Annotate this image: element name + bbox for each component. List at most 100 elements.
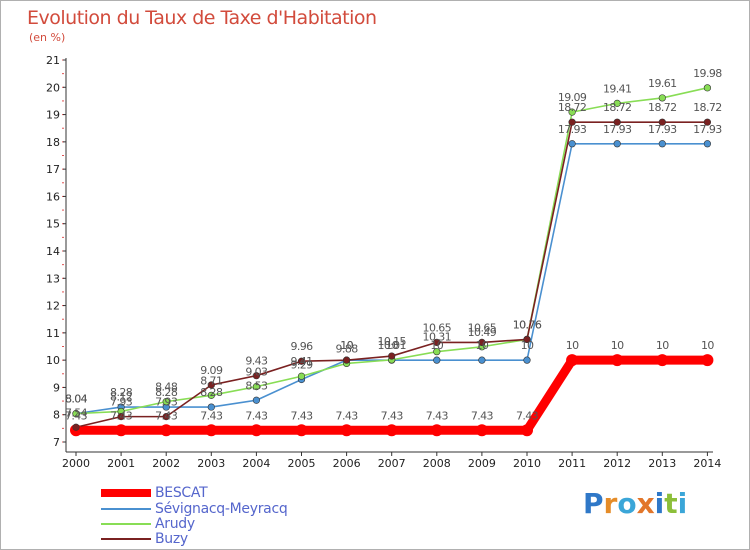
legend-item-arudy: Arudy bbox=[101, 516, 195, 532]
data-label-bescat: 10 bbox=[611, 339, 624, 352]
data-label-bescat: 7.43 bbox=[155, 409, 178, 422]
data-point-bescat bbox=[205, 424, 218, 437]
data-label-bescat: 7.43 bbox=[290, 409, 313, 422]
data-label-bescat: 7.43 bbox=[471, 409, 494, 422]
data-point-buzy bbox=[297, 357, 306, 365]
legend-item-buzy: Buzy bbox=[101, 531, 188, 547]
x-tick-label: 2005 bbox=[288, 457, 316, 470]
data-point-bescat bbox=[115, 424, 128, 437]
data-point-arudy bbox=[297, 372, 306, 380]
x-tick-label: 2008 bbox=[423, 457, 451, 470]
x-tick-label: 2012 bbox=[603, 457, 631, 470]
data-point-buzy bbox=[568, 118, 576, 126]
data-label-buzy: 18.72 bbox=[558, 101, 587, 114]
data-point-sevignacq-meyracq bbox=[252, 396, 260, 404]
data-label-bescat: 7.43 bbox=[381, 409, 404, 422]
data-point-bescat bbox=[701, 354, 714, 367]
data-label-arudy: 10.76 bbox=[513, 318, 542, 331]
data-label-buzy: 7.93 bbox=[110, 396, 133, 409]
x-tick-label: 2000 bbox=[62, 457, 90, 470]
legend-swatch-bescat bbox=[101, 489, 151, 497]
data-point-bescat bbox=[250, 424, 263, 437]
chart-title: Evolution du Taux de Taxe d'Habitation bbox=[27, 7, 377, 29]
data-point-arudy bbox=[568, 108, 576, 116]
data-point-arudy bbox=[433, 348, 441, 356]
data-point-arudy bbox=[613, 99, 621, 107]
data-point-buzy bbox=[388, 352, 396, 360]
data-label-sevignacq-meyracq: 8.28 bbox=[200, 386, 223, 399]
data-label-bescat: 7.43 bbox=[426, 409, 449, 422]
y-tick-label: 16 bbox=[46, 190, 60, 203]
line-chart: 7 8 9 10 11 12 13 14 15 16 17 18 19 20 21 2000 2001 2002 2… bbox=[46, 54, 723, 470]
data-point-buzy bbox=[207, 381, 215, 389]
y-tick-label: 7 bbox=[53, 436, 60, 449]
data-point-bescat bbox=[160, 424, 173, 437]
data-point-bescat bbox=[385, 424, 398, 437]
data-point-bescat bbox=[611, 354, 624, 367]
data-label-buzy: 9.43 bbox=[245, 355, 268, 368]
data-label-buzy: 7.54 bbox=[65, 406, 88, 419]
x-tick-label: 2013 bbox=[648, 457, 676, 470]
data-point-sevignacq-meyracq bbox=[433, 356, 441, 364]
data-label-arudy: 8.12 bbox=[110, 390, 132, 403]
data-label-sevignacq-meyracq: 17.93 bbox=[693, 123, 722, 136]
proxiti-logo: Proxiti bbox=[583, 487, 688, 520]
x-tick-label: 2002 bbox=[152, 457, 180, 470]
data-label-sevignacq-meyracq: 8.28 bbox=[110, 386, 133, 399]
x-tick-label: 2006 bbox=[333, 457, 361, 470]
data-point-arudy bbox=[207, 391, 215, 399]
y-tick-label: 17 bbox=[46, 163, 60, 176]
data-label-sevignacq-meyracq: 8.04 bbox=[65, 393, 88, 406]
data-label-arudy: 8.48 bbox=[155, 381, 178, 394]
data-label-sevignacq-meyracq: 10 bbox=[340, 339, 353, 352]
chart-subtitle: (en %) bbox=[29, 31, 66, 44]
legend-item-sevignacq-meyracq: Sévignacq-Meyracq bbox=[101, 501, 288, 517]
data-label-arudy: 19.41 bbox=[603, 82, 632, 95]
data-point-buzy bbox=[478, 338, 486, 347]
data-label-arudy: 8.71 bbox=[200, 374, 222, 387]
data-point-buzy bbox=[72, 423, 80, 431]
data-label-buzy: 10.76 bbox=[513, 318, 542, 331]
data-label-arudy: 9.88 bbox=[336, 342, 359, 355]
data-label-buzy: 7.93 bbox=[155, 396, 178, 409]
data-point-sevignacq-meyracq bbox=[478, 356, 486, 364]
legend-label-bescat: BESCAT bbox=[155, 485, 208, 501]
data-label-sevignacq-meyracq: 8.28 bbox=[155, 386, 178, 399]
data-label-arudy: 10.31 bbox=[423, 331, 452, 344]
data-label-bescat: 10 bbox=[656, 339, 669, 352]
data-point-bescat bbox=[656, 354, 669, 367]
data-label-sevignacq-meyracq: 10 bbox=[430, 339, 443, 352]
legend-label-sevignacq-meyracq: Sévignacq-Meyracq bbox=[155, 501, 288, 517]
data-label-bescat: 7.43 bbox=[336, 409, 359, 422]
x-tick-label: 2009 bbox=[468, 457, 496, 470]
data-label-buzy: 10.15 bbox=[377, 335, 406, 348]
y-tick-label: 18 bbox=[46, 136, 60, 149]
data-label-arudy: 19.61 bbox=[648, 77, 677, 90]
data-label-arudy: 8.04 bbox=[65, 393, 88, 406]
data-label-bescat: 7.43 bbox=[516, 409, 539, 422]
y-tick-label: 13 bbox=[46, 272, 60, 285]
series-line-sevignacq-meyracq bbox=[75, 142, 709, 415]
data-point-buzy bbox=[703, 118, 712, 126]
data-point-buzy bbox=[433, 338, 441, 347]
data-point-bescat bbox=[475, 424, 488, 437]
data-label-arudy: 9.41 bbox=[290, 355, 312, 368]
data-label-sevignacq-meyracq: 10 bbox=[385, 339, 398, 352]
data-label-arudy: 9.03 bbox=[245, 366, 268, 379]
data-label-sevignacq-meyracq: 10 bbox=[475, 339, 488, 352]
legend-label-buzy: Buzy bbox=[155, 531, 188, 547]
data-point-arudy bbox=[658, 94, 666, 102]
data-label-sevignacq-meyracq: 10 bbox=[521, 339, 534, 352]
data-point-buzy bbox=[613, 118, 621, 126]
x-tick-label: 2001 bbox=[107, 457, 135, 470]
data-label-buzy: 10.65 bbox=[468, 321, 497, 334]
data-label-buzy: 10 bbox=[340, 339, 353, 352]
data-label-buzy: 10.65 bbox=[423, 321, 452, 334]
data-point-sevignacq-meyracq bbox=[703, 140, 712, 148]
data-point-buzy bbox=[658, 118, 666, 126]
series-line-arudy bbox=[75, 87, 709, 415]
x-tick-label: 2003 bbox=[197, 457, 225, 470]
x-tick-label: 2010 bbox=[513, 457, 541, 470]
data-point-arudy bbox=[162, 398, 170, 406]
y-tick-label: 11 bbox=[46, 327, 60, 340]
